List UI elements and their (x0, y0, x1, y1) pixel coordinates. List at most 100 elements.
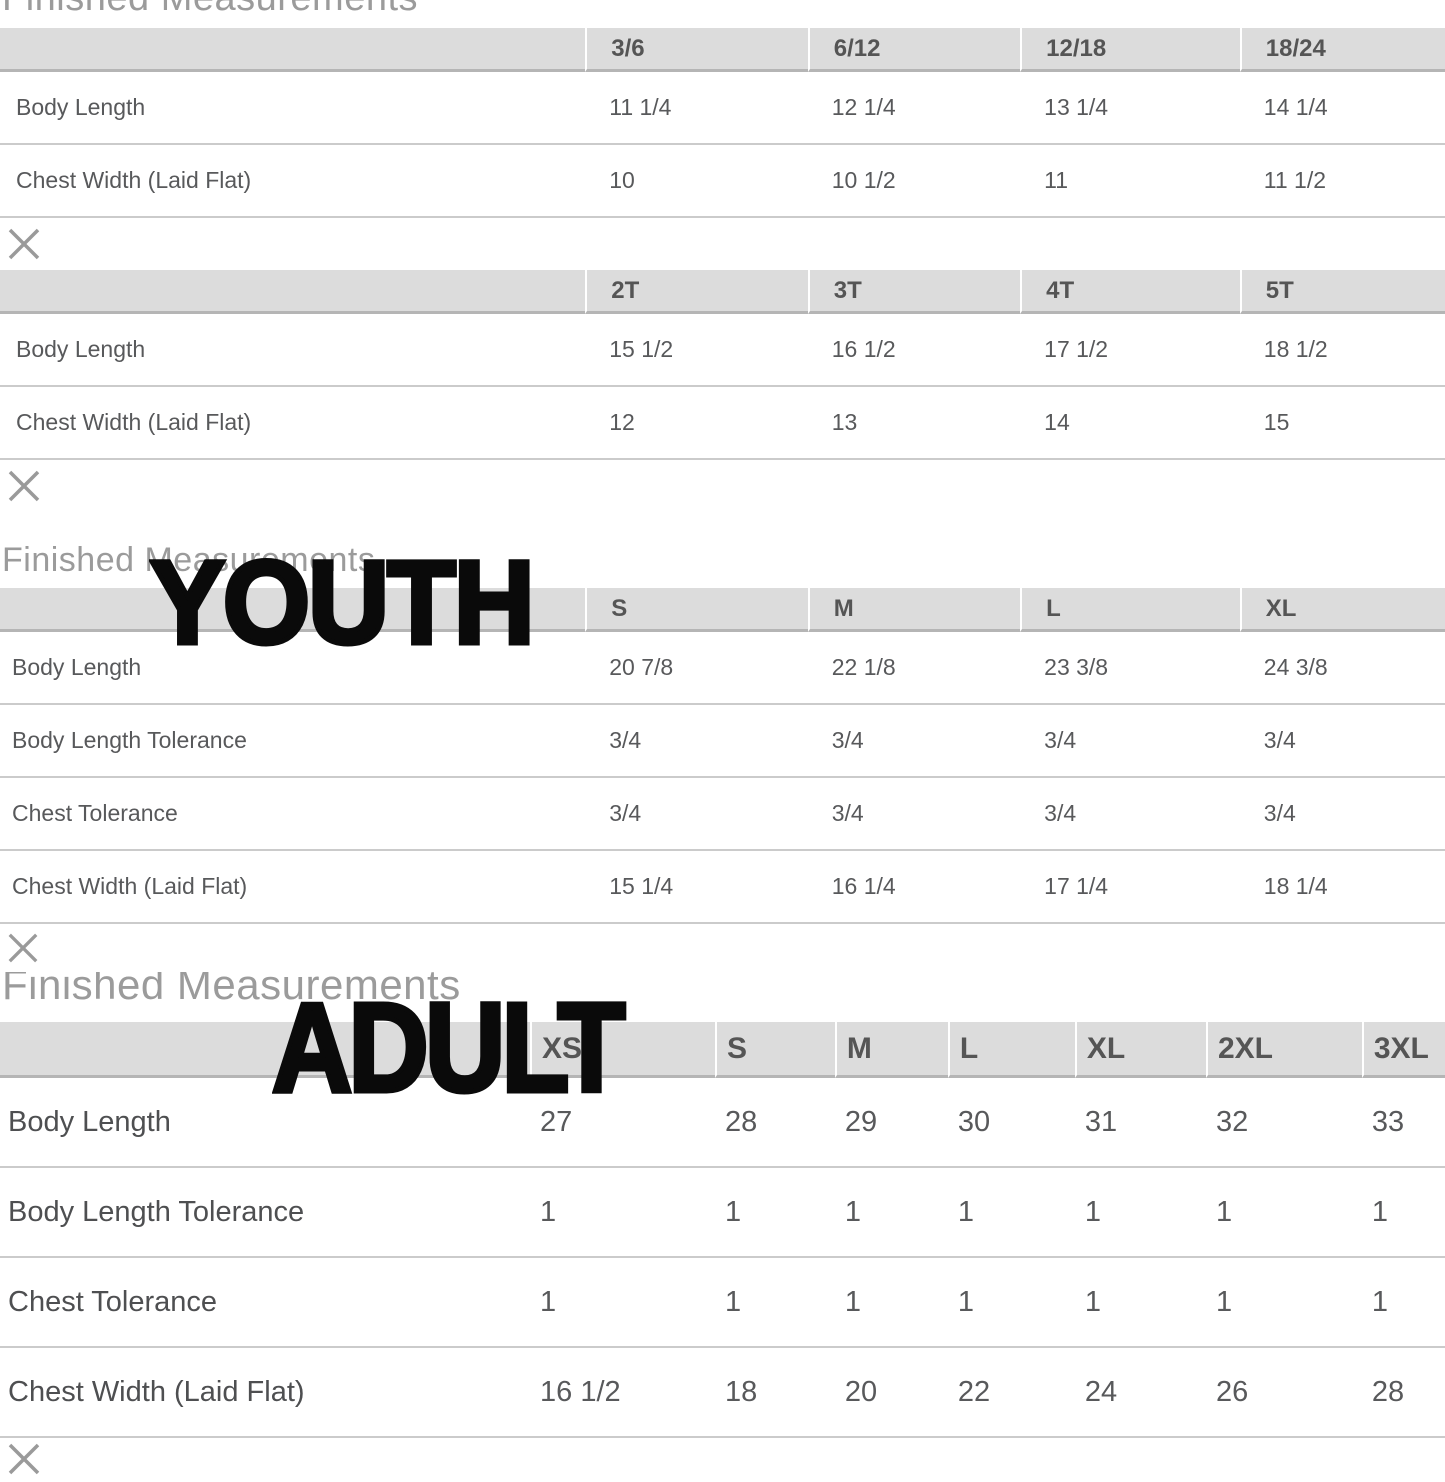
youth-size-table: S M L XL Body Length 20 7/8 22 1/8 23 3/… (0, 588, 1445, 924)
measurement-value: 10 (585, 145, 808, 218)
measurement-value: 1 (1361, 1258, 1445, 1348)
size-column-header: S (715, 1022, 835, 1078)
adult-size-table: XS S M L XL 2XL 3XL Body Length 27 28 29… (0, 1022, 1445, 1438)
table-row: Body Length 20 7/8 22 1/8 23 3/8 24 3/8 (0, 632, 1445, 705)
close-icon[interactable] (6, 931, 40, 965)
row-label: Body Length Tolerance (0, 705, 586, 778)
measurement-value: 26 (1205, 1348, 1362, 1438)
heading-clip-infant: Finished Measurements (0, 0, 1445, 18)
measurement-value: 15 1/4 (585, 851, 808, 924)
measurement-value: 14 1/4 (1239, 72, 1445, 145)
toddler-table-header: 2T 3T 4T 5T (0, 270, 1445, 314)
measurement-value: 1 (947, 1168, 1075, 1258)
size-column-header: 3/6 (585, 28, 808, 72)
measurement-value: 1 (1205, 1258, 1362, 1348)
youth-overlay-label: YOUTH (148, 537, 537, 669)
measurement-value: 31 (1074, 1078, 1206, 1168)
measurement-value: 3/4 (807, 778, 1021, 851)
close-button[interactable] (0, 218, 1445, 270)
measurement-value: 28 (715, 1078, 835, 1168)
close-button[interactable] (0, 460, 1445, 512)
size-column-header: 6/12 (807, 28, 1021, 72)
measurement-value: 1 (715, 1258, 835, 1348)
size-column-header: S (585, 588, 808, 632)
finished-measurements-heading: Finished Measurements (2, 972, 461, 1004)
measurement-value: 3/4 (1020, 778, 1240, 851)
size-column-header: XL (1074, 1022, 1206, 1078)
measurement-value: 12 (585, 387, 808, 460)
infant-size-table: 3/6 6/12 12/18 18/24 Body Length 11 1/4 … (0, 28, 1445, 218)
size-column-header: 2XL (1205, 1022, 1362, 1078)
measurement-value: 15 1/2 (585, 314, 808, 387)
infant-table-header: 3/6 6/12 12/18 18/24 (0, 28, 1445, 72)
measurement-value: 32 (1205, 1078, 1362, 1168)
measurement-value: 11 1/2 (1239, 145, 1445, 218)
close-icon[interactable] (6, 468, 42, 504)
row-label: Chest Tolerance (0, 778, 586, 851)
measurement-value: 3/4 (585, 705, 808, 778)
measurement-value: 29 (834, 1078, 948, 1168)
measurement-value: 22 1/8 (807, 632, 1021, 705)
close-icon[interactable] (6, 226, 42, 262)
measurement-value: 30 (947, 1078, 1075, 1168)
measurement-value: 1 (947, 1258, 1075, 1348)
adult-table-header: XS S M L XL 2XL 3XL (0, 1022, 1445, 1078)
table-row: Body Length Tolerance 3/4 3/4 3/4 3/4 (0, 705, 1445, 778)
size-column-header: M (807, 588, 1021, 632)
measurement-value: 33 (1361, 1078, 1445, 1168)
measurement-value: 20 7/8 (585, 632, 808, 705)
size-column-header: 2T (585, 270, 808, 314)
measurement-value: 1 (715, 1168, 835, 1258)
table-header-row: S M L XL (0, 588, 1445, 632)
youth-table-header: S M L XL (0, 588, 1445, 632)
size-column-header: 3T (807, 270, 1021, 314)
row-label: Body Length Tolerance (0, 1168, 531, 1258)
measurement-value: 27 (530, 1078, 715, 1168)
close-icon[interactable] (6, 1441, 42, 1477)
measurement-value: 1 (1205, 1168, 1362, 1258)
table-row: Body Length 27 28 29 30 31 32 33 (0, 1078, 1445, 1168)
measurement-value: 15 (1239, 387, 1445, 460)
table-row: Chest Width (Laid Flat) 15 1/4 16 1/4 17… (0, 851, 1445, 924)
measurement-value: 16 1/4 (807, 851, 1021, 924)
measurement-value: 24 (1074, 1348, 1206, 1438)
measurement-value: 11 (1020, 145, 1240, 218)
size-column-header: 18/24 (1239, 28, 1445, 72)
measurement-value: 14 (1020, 387, 1240, 460)
adult-overlay-label: ADULT (270, 977, 628, 1118)
label-column-header (0, 588, 586, 632)
row-label: Body Length (0, 632, 586, 705)
table-row: Chest Width (Laid Flat) 16 1/2 18 20 22 … (0, 1348, 1445, 1438)
measurement-value: 23 3/8 (1020, 632, 1240, 705)
close-button[interactable] (6, 1441, 42, 1482)
measurement-value: 11 1/4 (585, 72, 808, 145)
measurement-value: 3/4 (1239, 778, 1445, 851)
row-label: Chest Width (Laid Flat) (0, 387, 586, 460)
size-column-header: L (1020, 588, 1240, 632)
size-column-header: XS (530, 1022, 715, 1078)
measurement-value: 28 (1361, 1348, 1445, 1438)
table-row: Body Length 11 1/4 12 1/4 13 1/4 14 1/4 (0, 72, 1445, 145)
measurement-value: 1 (530, 1258, 715, 1348)
finished-measurements-heading: Finished Measurements (0, 0, 1445, 18)
label-column-header (0, 270, 586, 314)
measurement-value: 13 (807, 387, 1021, 460)
measurement-value: 17 1/2 (1020, 314, 1240, 387)
table-row: Body Length 15 1/2 16 1/2 17 1/2 18 1/2 (0, 314, 1445, 387)
measurement-value: 13 1/4 (1020, 72, 1240, 145)
measurement-value: 3/4 (1239, 705, 1445, 778)
close-button[interactable] (0, 924, 1445, 972)
label-column-header (0, 28, 586, 72)
size-column-header: 3XL (1361, 1022, 1445, 1078)
measurement-value: 1 (530, 1168, 715, 1258)
table-header-row: 3/6 6/12 12/18 18/24 (0, 28, 1445, 72)
measurement-value: 1 (834, 1168, 948, 1258)
finished-measurements-heading: Finished Measurements (2, 541, 376, 579)
table-header-row: XS S M L XL 2XL 3XL (0, 1022, 1445, 1078)
measurement-value: 17 1/4 (1020, 851, 1240, 924)
measurement-value: 3/4 (585, 778, 808, 851)
size-column-header: 5T (1239, 270, 1445, 314)
measurement-value: 10 1/2 (807, 145, 1021, 218)
row-label: Chest Width (Laid Flat) (0, 851, 586, 924)
